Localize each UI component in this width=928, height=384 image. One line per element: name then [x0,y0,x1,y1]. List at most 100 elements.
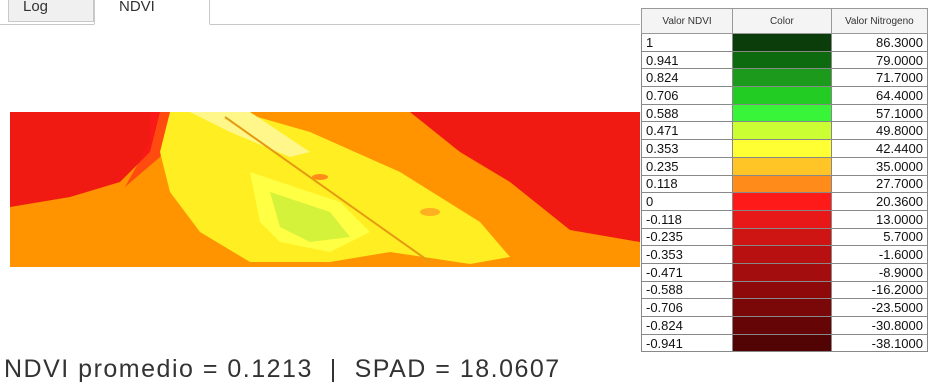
nitrogen-value: -38.1000 [831,334,927,352]
color-swatch [733,211,831,228]
legend-row: -0.235 5.7000 [642,228,928,246]
nitrogen-value: 64.4000 [831,87,927,105]
legend-row: 0.353 42.4400 [642,140,928,158]
color-swatch [733,335,831,352]
nitrogen-value: 35.0000 [831,157,927,175]
ndvi-value: 0.941 [642,51,733,69]
nitrogen-value: 5.7000 [831,228,927,246]
legend-row: -0.353 -1.6000 [642,246,928,264]
color-swatch [733,69,831,86]
map-spot [420,208,440,216]
color-swatch [733,317,831,334]
color-cell [733,334,832,352]
legend-row: -0.471 -8.9000 [642,263,928,281]
color-swatch [733,246,831,263]
nitrogen-value: 86.3000 [831,34,927,52]
nitrogen-value: -8.9000 [831,263,927,281]
tab-active[interactable]: NDVI [94,0,210,25]
color-swatch [733,158,831,175]
color-cell [733,299,832,317]
tab-bar: Log NDVI [0,0,640,25]
nitrogen-value: 79.0000 [831,51,927,69]
status-bar: NDVI promedio = 0.1213 | SPAD = 18.0607 [4,355,561,384]
color-cell [733,228,832,246]
color-cell [733,87,832,105]
ndvi-value: -0.706 [642,299,733,317]
color-swatch [733,176,831,193]
nitrogen-value: -30.8000 [831,317,927,335]
nitrogen-value: -1.6000 [831,246,927,264]
color-cell [733,34,832,52]
color-cell [733,157,832,175]
legend-row: 0.706 64.4000 [642,87,928,105]
color-cell [733,317,832,335]
nitrogen-value: 42.4400 [831,140,927,158]
legend-row: 1 86.3000 [642,34,928,52]
legend-row: 0.471 49.8000 [642,122,928,140]
nitrogen-value: 49.8000 [831,122,927,140]
color-swatch [733,87,831,104]
legend-row: -0.706 -23.5000 [642,299,928,317]
ndvi-value: 0.706 [642,87,733,105]
ndvi-value: 0.824 [642,69,733,87]
color-cell [733,140,832,158]
color-swatch [733,264,831,281]
ndvi-value: -0.235 [642,228,733,246]
color-swatch [733,229,831,246]
color-cell [733,122,832,140]
legend-row: -0.941 -38.1000 [642,334,928,352]
color-swatch [733,193,831,210]
color-swatch [733,34,831,51]
nitrogen-value: -16.2000 [831,281,927,299]
nitrogen-value: 20.3600 [831,193,927,211]
ndvi-value: -0.824 [642,317,733,335]
ndvi-map [10,112,640,267]
ndvi-value: 0.353 [642,140,733,158]
map-spot [312,174,328,180]
color-cell [733,263,832,281]
ndvi-value: -0.941 [642,334,733,352]
ndvi-value: -0.118 [642,210,733,228]
ndvi-value: -0.471 [642,263,733,281]
ndvi-value: 0.588 [642,104,733,122]
ndvi-value: 0 [642,193,733,211]
color-cell [733,69,832,87]
nitrogen-value: 27.7000 [831,175,927,193]
nitrogen-value: 13.0000 [831,210,927,228]
column-header: Valor NDVI [642,9,733,34]
column-header: Valor Nitrogeno [831,9,927,34]
color-swatch [733,299,831,316]
tab[interactable]: Log [8,0,94,22]
color-cell [733,246,832,264]
legend-body: 1 86.3000 0.941 79.0000 0.824 71.7000 0.706 64.… [642,34,928,352]
ndvi-value: -0.588 [642,281,733,299]
nitrogen-value: 57.1000 [831,104,927,122]
column-header: Color [733,9,832,34]
ndvi-value: -0.353 [642,246,733,264]
ndvi-value: 1 [642,34,733,52]
ndvi-value: 0.235 [642,157,733,175]
legend-row: 0 20.3600 [642,193,928,211]
color-swatch [733,122,831,139]
color-cell [733,281,832,299]
color-swatch [733,105,831,122]
nitrogen-value: 71.7000 [831,69,927,87]
legend-row: 0.941 79.0000 [642,51,928,69]
color-cell [733,175,832,193]
legend-row: -0.824 -30.8000 [642,317,928,335]
color-cell [733,104,832,122]
ndvi-value: 0.471 [642,122,733,140]
legend-row: -0.588 -16.2000 [642,281,928,299]
legend-row: -0.118 13.0000 [642,210,928,228]
ndvi-value: 0.118 [642,175,733,193]
color-swatch [733,282,831,299]
legend-row: 0.824 71.7000 [642,69,928,87]
legend-row: 0.118 27.7000 [642,175,928,193]
legend-row: 0.588 57.1000 [642,104,928,122]
screen: {"tabs": ["Log", "NDVI"], "legend": { "h… [0,0,928,383]
color-cell [733,193,832,211]
color-cell [733,51,832,69]
nitrogen-value: -23.5000 [831,299,927,317]
